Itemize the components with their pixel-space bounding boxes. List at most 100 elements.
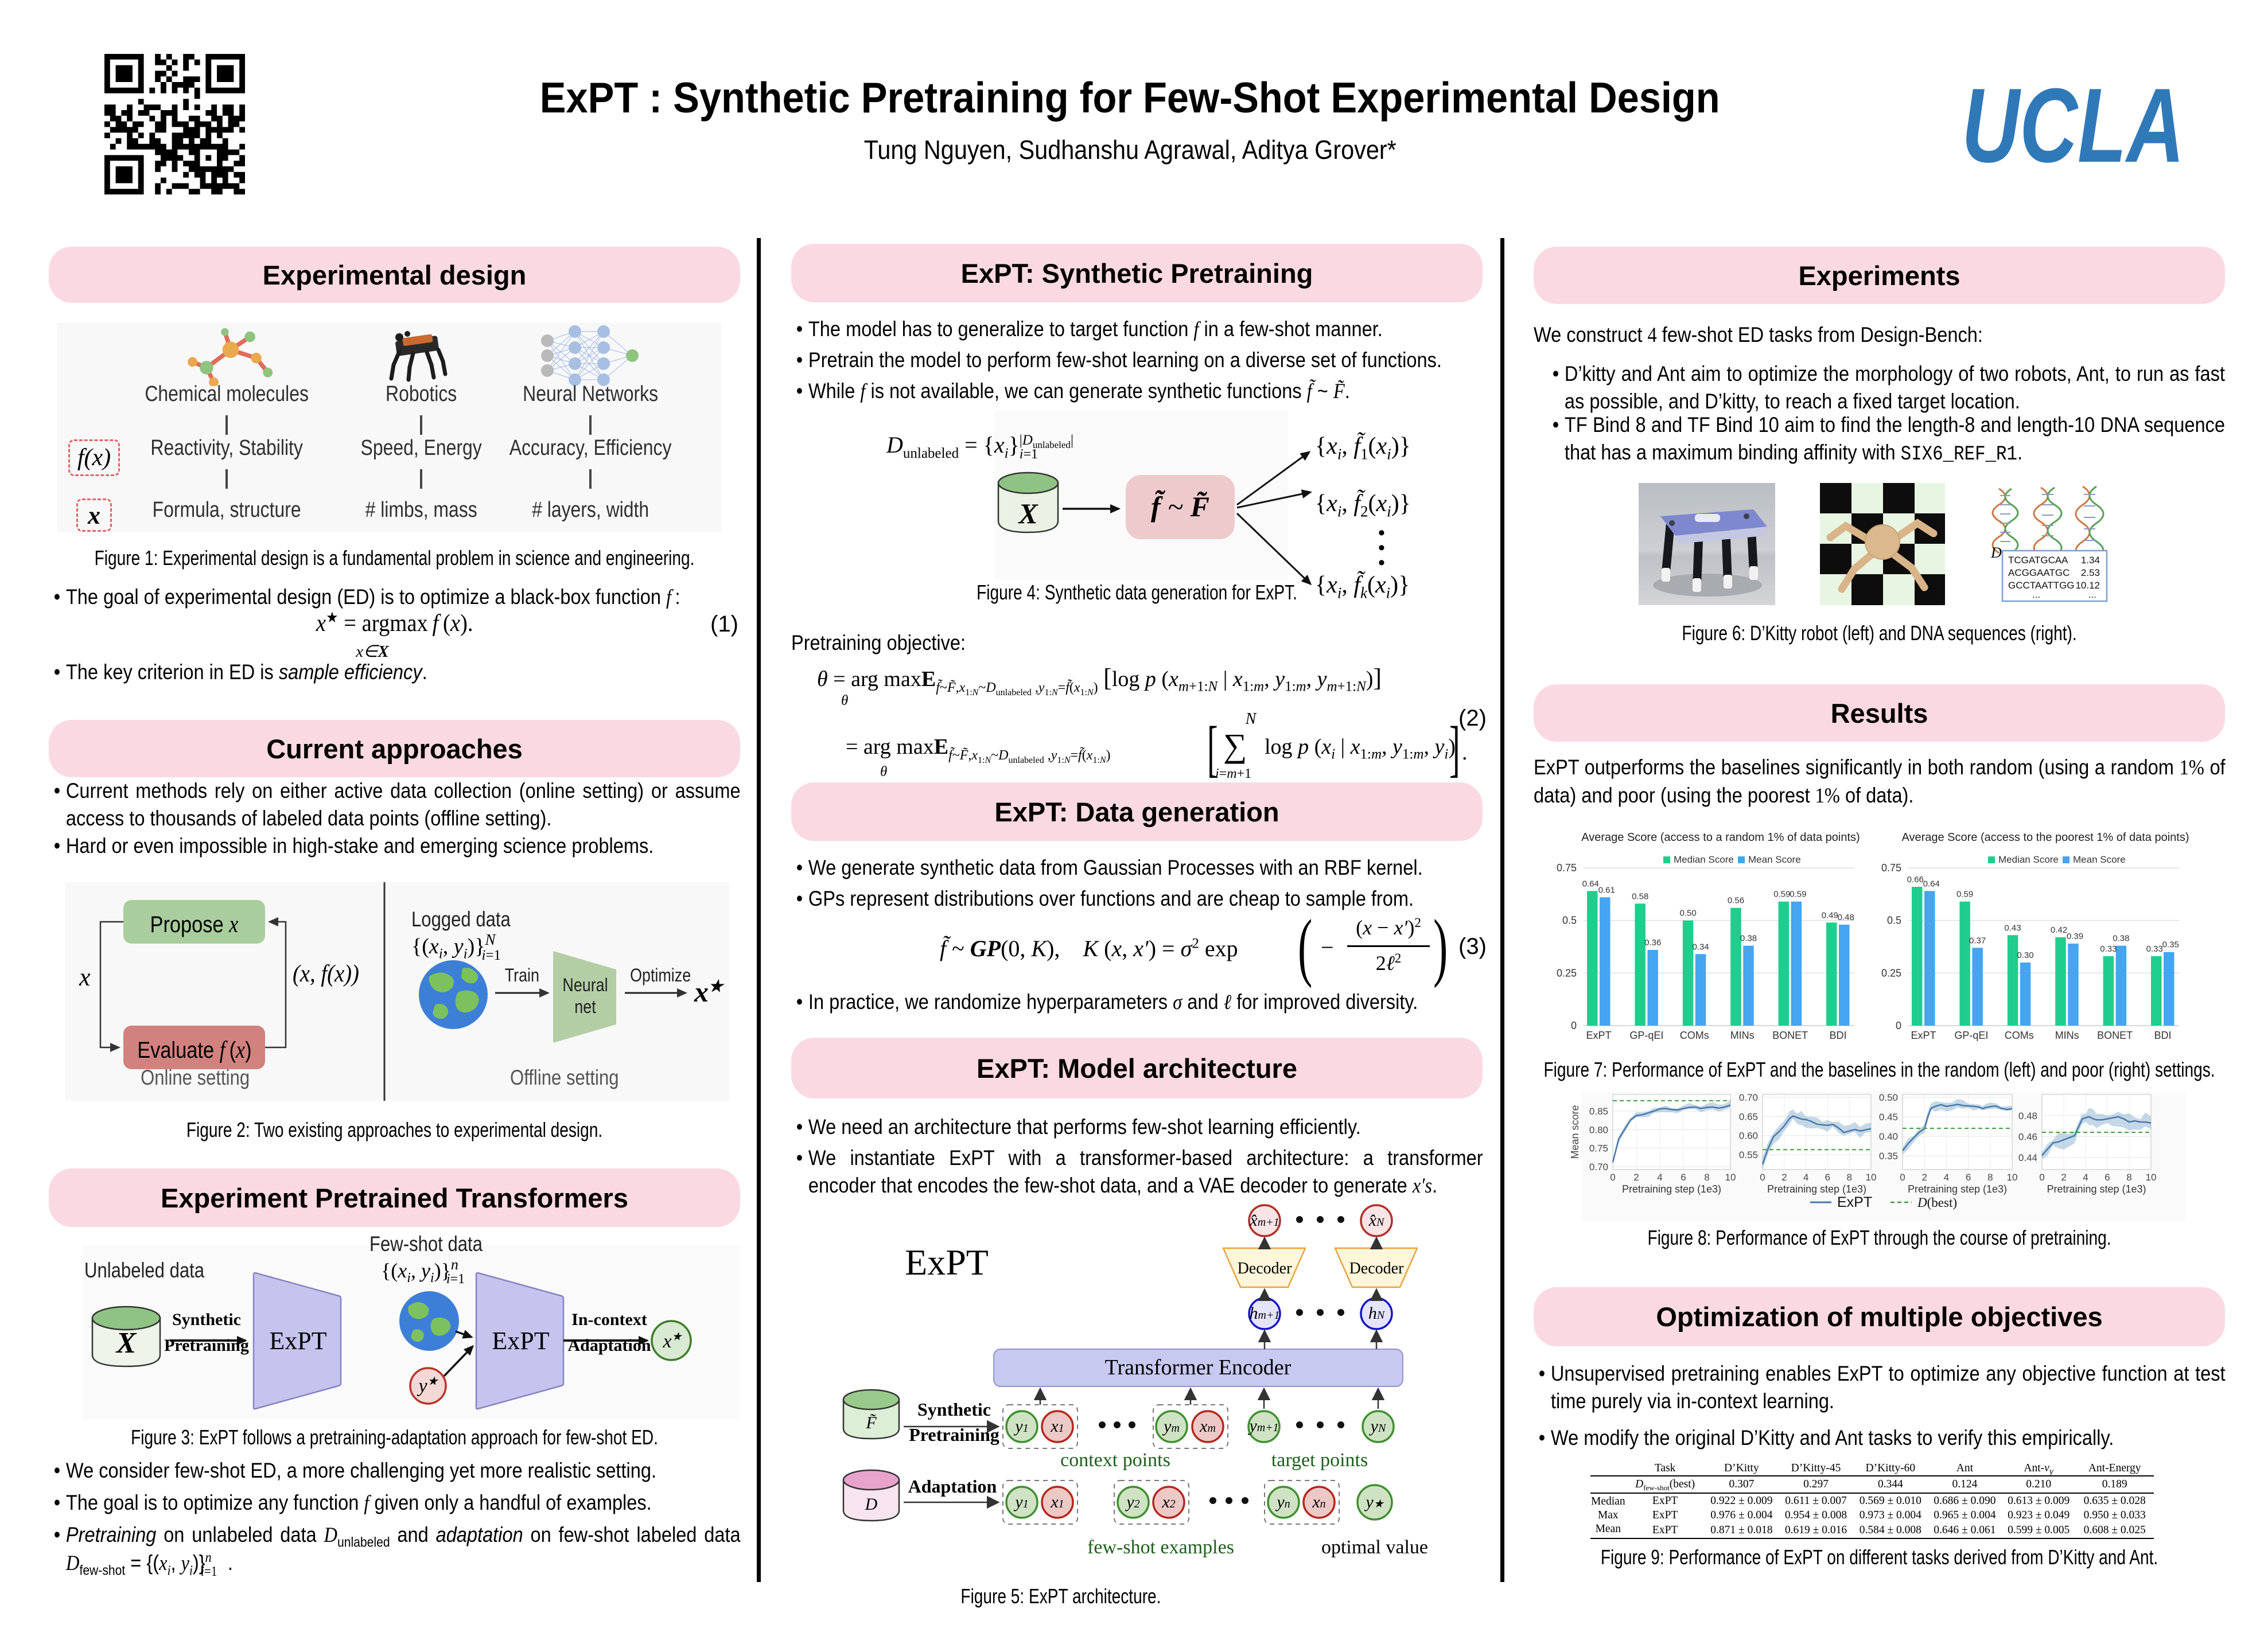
svg-text:Pretraining step (1e3): Pretraining step (1e3): [1622, 1183, 1721, 1195]
svg-text:2: 2: [1781, 1172, 1787, 1183]
svg-text:0: 0: [1760, 1172, 1765, 1183]
svg-text:GCCTAATTGG: GCCTAATTGG: [2008, 580, 2075, 591]
svg-text:0.5: 0.5: [1887, 915, 1901, 926]
svg-text:0.80: 0.80: [1589, 1124, 1608, 1135]
svg-text:0.35: 0.35: [2162, 940, 2179, 950]
svg-text:Average Score (access to a ran: Average Score (access to a random 1% of …: [1581, 831, 1860, 844]
svg-text:8: 8: [1704, 1172, 1709, 1183]
svg-text:COMs: COMs: [1680, 1030, 1709, 1041]
svg-text:2.53: 2.53: [2081, 567, 2100, 578]
svg-text:8: 8: [2126, 1172, 2131, 1183]
svg-text:0.64: 0.64: [1582, 879, 1599, 889]
svg-text:ExPT: ExPT: [1586, 1030, 1611, 1041]
svg-text:0.35: 0.35: [1879, 1151, 1898, 1162]
svg-text:0.48: 0.48: [1838, 913, 1854, 922]
svg-text:Synthetic: Synthetic: [917, 1399, 991, 1420]
svg-text:TCGATGCAA: TCGATGCAA: [2008, 555, 2068, 566]
svg-text:Median Score: Median Score: [1674, 854, 1734, 865]
svg-text:0.59: 0.59: [1956, 890, 1973, 899]
svg-text:0.50: 0.50: [1679, 909, 1696, 918]
svg-text:Average Score (access to the p: Average Score (access to the poorest 1% …: [1901, 831, 2189, 844]
svg-text:Median Score: Median Score: [1998, 854, 2059, 865]
svg-text:Mean Score: Mean Score: [2073, 854, 2126, 865]
svg-text:0.39: 0.39: [2067, 932, 2083, 941]
svg-text:Pretraining step (1e3): Pretraining step (1e3): [1767, 1183, 1866, 1195]
svg-text:2: 2: [1921, 1172, 1927, 1183]
svg-text:...: ...: [2088, 589, 2096, 600]
svg-text:0: 0: [2039, 1172, 2044, 1183]
svg-text:ACGGAATGC: ACGGAATGC: [2008, 567, 2070, 578]
svg-text:6: 6: [2105, 1172, 2110, 1183]
svg-text:Adaptation: Adaptation: [908, 1476, 997, 1497]
svg-text:hm+1: hm+1: [1250, 1304, 1280, 1323]
svg-text:Pretraining: Pretraining: [909, 1424, 999, 1445]
svg-text:6: 6: [1966, 1172, 1971, 1183]
svg-text:10: 10: [1725, 1172, 1736, 1183]
svg-text:Mean Score: Mean Score: [1748, 854, 1801, 865]
svg-text:4: 4: [1944, 1172, 1949, 1183]
svg-text:0.25: 0.25: [1881, 967, 1901, 979]
svg-text:0.59: 0.59: [1790, 890, 1806, 899]
svg-text:0: 0: [1900, 1172, 1905, 1183]
svg-text:0.37: 0.37: [1969, 936, 1986, 945]
svg-text:0.30: 0.30: [2017, 950, 2033, 960]
svg-text:0.33: 0.33: [2146, 944, 2163, 954]
svg-text:8: 8: [1987, 1172, 1993, 1183]
svg-text:Pretraining step (1e3): Pretraining step (1e3): [2047, 1183, 2146, 1195]
svg-text:Transformer Encoder: Transformer Encoder: [1105, 1355, 1292, 1380]
svg-text:ExPT: ExPT: [1837, 1194, 1872, 1210]
svg-text:optimal value: optimal value: [1321, 1537, 1428, 1558]
svg-text:0.34: 0.34: [1692, 942, 1709, 952]
svg-text:0.40: 0.40: [1879, 1131, 1898, 1142]
svg-text:0.66: 0.66: [1907, 875, 1924, 885]
svg-text:ExPT: ExPT: [1911, 1030, 1936, 1041]
svg-text:1.34: 1.34: [2081, 555, 2100, 566]
svg-text:...: ...: [2032, 589, 2040, 600]
svg-text:Decoder: Decoder: [1238, 1260, 1293, 1277]
svg-text:0.44: 0.44: [2018, 1152, 2037, 1163]
svg-text:Decoder: Decoder: [1349, 1260, 1405, 1277]
svg-text:BONET: BONET: [1772, 1030, 1808, 1041]
svg-text:6: 6: [1825, 1172, 1830, 1183]
svg-text:10.12: 10.12: [2075, 580, 2100, 591]
svg-text:2: 2: [2061, 1172, 2066, 1183]
svg-text:0.46: 0.46: [2018, 1132, 2037, 1143]
svg-text:GP-qEI: GP-qEI: [1629, 1030, 1663, 1041]
svg-text:D: D: [1990, 544, 2002, 561]
svg-text:0.43: 0.43: [2004, 923, 2021, 933]
svg-text:0.38: 0.38: [2113, 934, 2129, 944]
svg-text:0.58: 0.58: [1632, 891, 1648, 901]
svg-text:0.38: 0.38: [1740, 934, 1757, 944]
svg-text:0.61: 0.61: [1598, 885, 1615, 895]
svg-text:6: 6: [1681, 1172, 1686, 1183]
svg-text:0.65: 0.65: [1739, 1111, 1758, 1122]
svg-text:GP-qEI: GP-qEI: [1954, 1030, 1988, 1041]
svg-text:10: 10: [2007, 1172, 2018, 1183]
svg-text:4: 4: [1803, 1172, 1808, 1183]
svg-text:0.5: 0.5: [1562, 915, 1577, 926]
svg-text:0.59: 0.59: [1773, 890, 1790, 899]
svg-text:COMs: COMs: [2005, 1030, 2034, 1041]
svg-text:target points: target points: [1271, 1450, 1368, 1471]
svg-text:4: 4: [1657, 1172, 1662, 1183]
svg-text:0.36: 0.36: [1644, 938, 1661, 948]
svg-text:0.64: 0.64: [1923, 879, 1940, 889]
svg-text:0.56: 0.56: [1728, 896, 1744, 906]
svg-text:0.75: 0.75: [1589, 1143, 1608, 1154]
svg-text:0.70: 0.70: [1589, 1162, 1608, 1172]
svg-text:Pretraining step (1e3): Pretraining step (1e3): [1908, 1183, 2007, 1195]
svg-text:D: D: [865, 1495, 878, 1514]
svg-text:0: 0: [1896, 1020, 1901, 1031]
svg-text:2: 2: [1633, 1172, 1639, 1183]
svg-text:0: 0: [1571, 1020, 1577, 1031]
svg-text:MINs: MINs: [1730, 1030, 1755, 1041]
svg-text:0.75: 0.75: [1557, 862, 1577, 874]
svg-text:0.85: 0.85: [1589, 1106, 1608, 1117]
svg-text:context points: context points: [1060, 1450, 1170, 1471]
svg-text:yN: yN: [1369, 1417, 1387, 1436]
svg-text:D(best): D(best): [1917, 1195, 1957, 1210]
svg-text:4: 4: [2083, 1172, 2088, 1183]
svg-text:x̂m+1: x̂m+1: [1249, 1211, 1279, 1230]
svg-text:few-shot examples: few-shot examples: [1087, 1537, 1234, 1558]
svg-text:BDI: BDI: [2154, 1030, 2171, 1041]
